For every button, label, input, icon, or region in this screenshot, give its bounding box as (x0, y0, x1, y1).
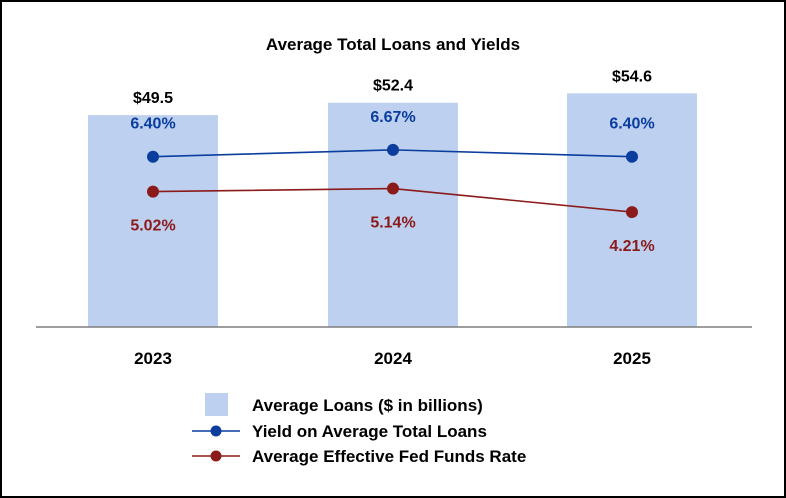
average-effective-fed-funds-rate-point-2023 (147, 185, 159, 198)
legend-marker-average-effective-fed-funds-rate (210, 450, 222, 462)
average-effective-fed-funds-rate-label-2024: 5.14% (370, 215, 415, 232)
chart-title: Average Total Loans and Yields (266, 35, 520, 54)
yield-on-average-total-loans-point-2023 (147, 150, 159, 163)
yield-on-average-total-loans-point-2024 (387, 143, 399, 156)
legend-label-yield-on-average-total-loans: Yield on Average Total Loans (252, 422, 487, 441)
x-tick-label-2025: 2025 (613, 349, 651, 368)
x-tick-label-2024: 2024 (374, 349, 412, 368)
yield-on-average-total-loans-label-2023: 6.40% (130, 116, 175, 133)
legend-label-average-loans-in-billions: Average Loans ($ in billions) (252, 396, 483, 415)
bar-value-label-2025: $54.6 (612, 68, 652, 85)
average-effective-fed-funds-rate-point-2024 (387, 182, 399, 195)
yield-on-average-total-loans-label-2024: 6.67% (370, 109, 415, 126)
legend-label-average-effective-fed-funds-rate: Average Effective Fed Funds Rate (252, 447, 526, 466)
yield-on-average-total-loans-point-2025 (626, 150, 638, 163)
average-effective-fed-funds-rate-point-2025 (626, 206, 638, 219)
bar-value-label-2024: $52.4 (373, 78, 413, 95)
bar-2024 (328, 102, 458, 327)
bar-2023 (88, 115, 218, 327)
yield-on-average-total-loans-label-2025: 6.40% (609, 116, 654, 133)
average-effective-fed-funds-rate-label-2025: 4.21% (609, 238, 654, 255)
legend-swatch-average-loans-in-billions (205, 393, 228, 416)
bar-value-label-2023: $49.5 (133, 90, 173, 107)
legend-marker-yield-on-average-total-loans (210, 425, 222, 437)
x-tick-label-2023: 2023 (134, 349, 172, 368)
average-effective-fed-funds-rate-label-2023: 5.02% (130, 218, 175, 235)
